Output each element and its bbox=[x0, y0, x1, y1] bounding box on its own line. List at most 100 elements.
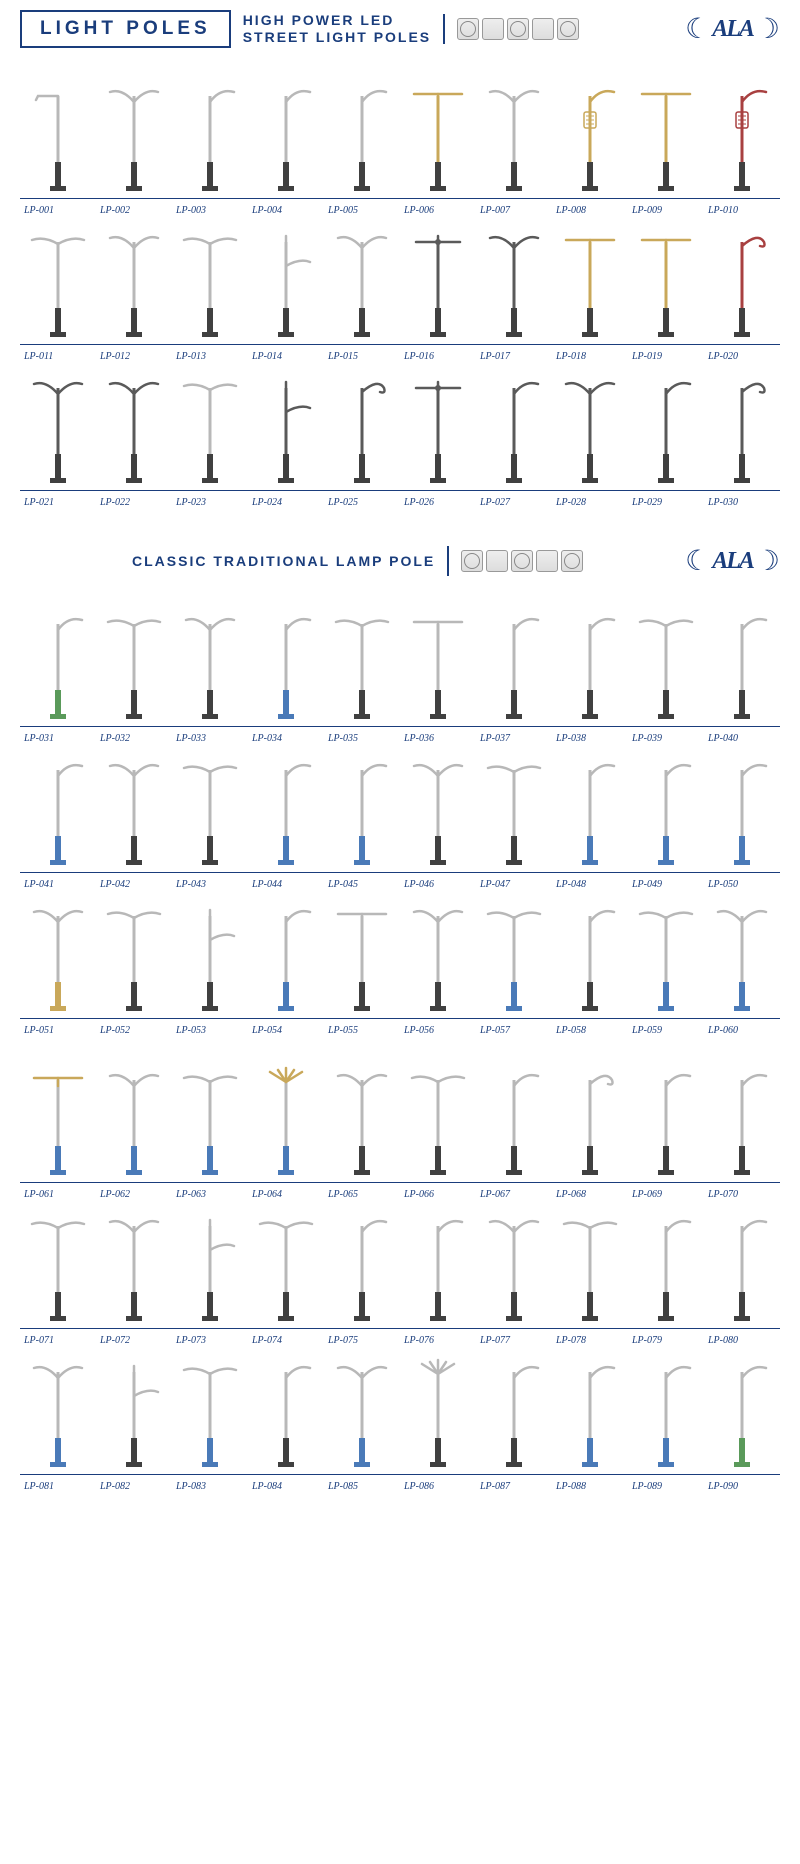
product-label-cell: LP-004 bbox=[248, 203, 324, 224]
product-label: LP-087 bbox=[476, 1479, 510, 1500]
row-divider bbox=[20, 1182, 780, 1183]
logo-text: ALA bbox=[712, 548, 753, 575]
product-cell bbox=[96, 1354, 172, 1474]
light-pole-icon bbox=[248, 370, 324, 490]
subtitle-line-1: HIGH POWER LED bbox=[243, 12, 431, 29]
product-cell bbox=[552, 78, 628, 198]
brand-logo: ☾ ALA ☽ bbox=[685, 15, 780, 43]
product-label: LP-046 bbox=[400, 877, 434, 898]
product-cell bbox=[96, 1062, 172, 1182]
product-label-cell: LP-049 bbox=[628, 877, 704, 898]
product-cell bbox=[704, 898, 780, 1018]
product-label-cell: LP-030 bbox=[704, 495, 780, 516]
product-label-cell: LP-016 bbox=[400, 349, 476, 370]
product-label-cell: LP-033 bbox=[172, 731, 248, 752]
product-label-cell: LP-057 bbox=[476, 1023, 552, 1044]
product-cell bbox=[704, 224, 780, 344]
light-pole-icon bbox=[704, 1062, 780, 1182]
product-cell bbox=[628, 78, 704, 198]
light-pole-icon bbox=[20, 606, 96, 726]
product-cell bbox=[552, 224, 628, 344]
product-label: LP-089 bbox=[628, 1479, 662, 1500]
light-pole-icon bbox=[552, 898, 628, 1018]
product-label-cell: LP-062 bbox=[96, 1187, 172, 1208]
light-pole-icon bbox=[20, 370, 96, 490]
product-label-cell: LP-040 bbox=[704, 731, 780, 752]
light-pole-icon bbox=[552, 224, 628, 344]
product-label: LP-062 bbox=[96, 1187, 130, 1208]
product-label: LP-005 bbox=[324, 203, 358, 224]
product-label-cell: LP-010 bbox=[704, 203, 780, 224]
product-label: LP-082 bbox=[96, 1479, 130, 1500]
light-pole-icon bbox=[476, 78, 552, 198]
product-label-cell: LP-079 bbox=[628, 1333, 704, 1354]
product-cell bbox=[20, 606, 96, 726]
product-label: LP-018 bbox=[552, 349, 586, 370]
vertical-divider-icon bbox=[447, 546, 449, 576]
product-label: LP-016 bbox=[400, 349, 434, 370]
product-label: LP-072 bbox=[96, 1333, 130, 1354]
product-label-cell: LP-055 bbox=[324, 1023, 400, 1044]
product-label-cell: LP-005 bbox=[324, 203, 400, 224]
product-label-cell: LP-090 bbox=[704, 1479, 780, 1500]
product-label: LP-068 bbox=[552, 1187, 586, 1208]
light-pole-icon bbox=[628, 1354, 704, 1474]
product-cell bbox=[704, 606, 780, 726]
light-pole-icon bbox=[476, 370, 552, 490]
product-label-cell: LP-050 bbox=[704, 877, 780, 898]
light-pole-icon bbox=[324, 898, 400, 1018]
product-cell bbox=[248, 606, 324, 726]
product-cell bbox=[20, 1354, 96, 1474]
product-label: LP-003 bbox=[172, 203, 206, 224]
product-label-cell: LP-035 bbox=[324, 731, 400, 752]
product-cell bbox=[400, 752, 476, 872]
product-cell bbox=[400, 224, 476, 344]
light-pole-icon bbox=[172, 1208, 248, 1328]
product-label: LP-028 bbox=[552, 495, 586, 516]
light-pole-icon bbox=[552, 78, 628, 198]
product-label-cell: LP-048 bbox=[552, 877, 628, 898]
product-cell bbox=[324, 78, 400, 198]
product-label-cell: LP-084 bbox=[248, 1479, 324, 1500]
product-label-cell: LP-089 bbox=[628, 1479, 704, 1500]
product-cell bbox=[552, 1062, 628, 1182]
product-label: LP-002 bbox=[96, 203, 130, 224]
product-label-cell: LP-074 bbox=[248, 1333, 324, 1354]
product-label-cell: LP-031 bbox=[20, 731, 96, 752]
product-label-cell: LP-052 bbox=[96, 1023, 172, 1044]
product-label-cell: LP-067 bbox=[476, 1187, 552, 1208]
product-label-cell: LP-071 bbox=[20, 1333, 96, 1354]
product-cell bbox=[324, 224, 400, 344]
product-cell bbox=[324, 1208, 400, 1328]
product-label: LP-011 bbox=[20, 349, 53, 370]
light-pole-icon bbox=[704, 898, 780, 1018]
product-label-cell: LP-069 bbox=[628, 1187, 704, 1208]
product-label: LP-051 bbox=[20, 1023, 54, 1044]
product-cell bbox=[628, 898, 704, 1018]
product-cell bbox=[476, 1062, 552, 1182]
product-cell bbox=[248, 1208, 324, 1328]
light-pole-icon bbox=[400, 606, 476, 726]
row-divider bbox=[20, 198, 780, 199]
product-cell bbox=[704, 1354, 780, 1474]
product-label-cell: LP-080 bbox=[704, 1333, 780, 1354]
row-divider bbox=[20, 490, 780, 491]
product-label: LP-083 bbox=[172, 1479, 206, 1500]
product-cell bbox=[172, 224, 248, 344]
light-pole-icon bbox=[400, 752, 476, 872]
product-cell bbox=[476, 1354, 552, 1474]
product-label-cell: LP-006 bbox=[400, 203, 476, 224]
light-pole-icon bbox=[476, 1062, 552, 1182]
product-label-cell: LP-019 bbox=[628, 349, 704, 370]
light-pole-icon bbox=[324, 1354, 400, 1474]
product-grid-section-1: LP-001LP-002LP-003LP-004LP-005LP-006LP-0… bbox=[20, 78, 780, 516]
product-cell bbox=[628, 606, 704, 726]
product-label: LP-044 bbox=[248, 877, 282, 898]
light-pole-icon bbox=[172, 78, 248, 198]
row-divider bbox=[20, 726, 780, 727]
product-label: LP-013 bbox=[172, 349, 206, 370]
product-cell bbox=[96, 606, 172, 726]
product-cell bbox=[96, 752, 172, 872]
product-cell bbox=[172, 1354, 248, 1474]
product-cell bbox=[704, 1062, 780, 1182]
